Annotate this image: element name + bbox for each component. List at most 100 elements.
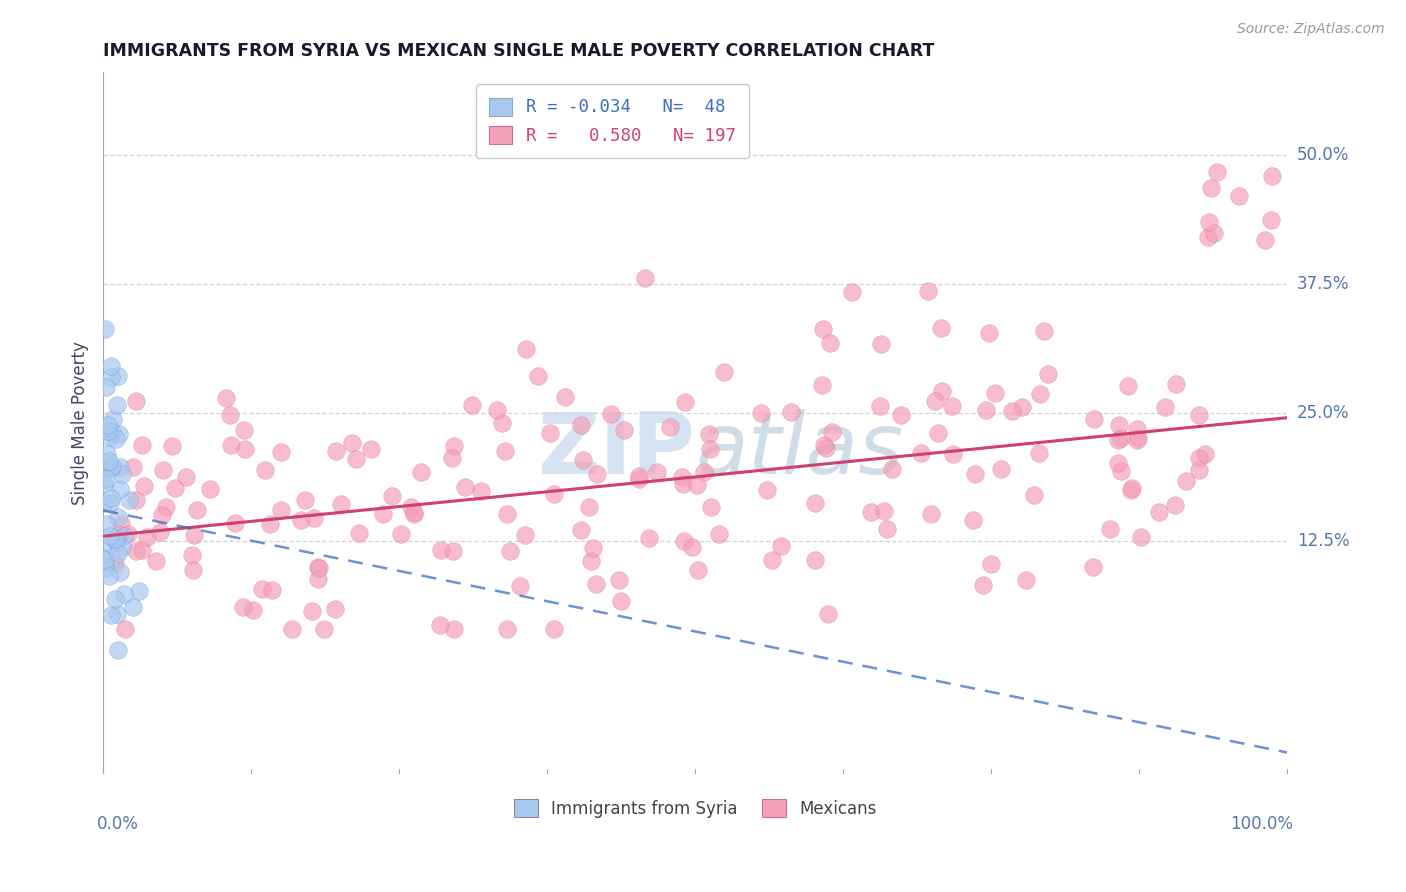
Point [569,417,592,432]
Point [215,391,238,405]
Point [454,480,477,494]
Y-axis label: Single Male Poverty: Single Male Poverty [72,341,89,505]
Point [340,436,363,450]
Point [125,543,148,558]
Point [307,559,329,574]
Point [613,423,636,437]
Point [610,594,633,608]
Point [262,583,284,598]
Point [1125,422,1147,436]
Point [110,482,132,496]
Point [815,441,838,455]
Point [572,453,595,467]
Point [700,500,723,514]
Point [219,408,242,422]
Point [637,531,659,545]
Point [869,399,891,413]
Point [461,398,484,412]
Point [105,398,128,412]
Point [131,438,153,452]
Point [470,483,492,498]
Point [672,477,695,491]
Point [307,573,329,587]
Point [100,425,122,439]
Point [543,487,565,501]
Point [98,454,121,468]
Point [98,569,121,583]
Point [302,510,325,524]
Point [509,579,531,593]
Point [1205,165,1227,179]
Point [1126,433,1149,447]
Point [607,573,630,587]
Point [441,451,464,466]
Point [180,548,202,562]
Point [105,432,128,446]
Point [128,584,150,599]
Point [1187,463,1209,477]
Point [411,466,433,480]
Point [94,380,117,394]
Point [817,607,839,621]
Point [107,510,129,524]
Point [1036,367,1059,381]
Point [1083,412,1105,426]
Point [1121,483,1143,497]
Point [174,469,197,483]
Point [890,409,912,423]
Point [98,430,121,444]
Point [198,482,221,496]
Point [569,523,592,537]
Text: IMMIGRANTS FROM SYRIA VS MEXICAN SINGLE MALE POVERTY CORRELATION CHART: IMMIGRANTS FROM SYRIA VS MEXICAN SINGLE … [103,42,935,60]
Point [114,587,136,601]
Point [94,553,117,567]
Point [713,365,735,379]
Point [233,442,256,457]
Point [1154,400,1177,414]
Point [1188,451,1211,466]
Point [578,500,600,514]
Point [98,496,121,510]
Point [803,553,825,567]
Point [658,420,681,434]
Point [121,599,143,614]
Point [673,395,696,409]
Point [360,442,382,457]
Point [108,460,131,475]
Point [1202,226,1225,240]
Point [280,622,302,636]
Point [980,558,1002,572]
Point [876,522,898,536]
Point [813,438,835,452]
Point [681,540,703,554]
Point [628,468,651,483]
Point [499,544,522,558]
Point [441,544,464,558]
Point [149,525,172,540]
Point [323,602,346,616]
Point [1108,418,1130,433]
Point [270,503,292,517]
Point [1109,464,1132,478]
Point [1260,212,1282,227]
Point [1107,434,1129,448]
Point [1198,215,1220,229]
Point [118,492,141,507]
Point [100,461,122,475]
Point [600,407,623,421]
Point [104,532,127,546]
Point [707,527,730,541]
Point [136,530,159,544]
Point [1081,559,1104,574]
Point [755,483,778,497]
Point [1175,474,1198,488]
Point [97,418,120,433]
Point [1024,488,1046,502]
Point [254,463,277,477]
Point [972,578,994,592]
Point [125,492,148,507]
Point [1028,446,1050,460]
Point [105,607,128,621]
Point [107,368,129,383]
Point [942,447,965,461]
